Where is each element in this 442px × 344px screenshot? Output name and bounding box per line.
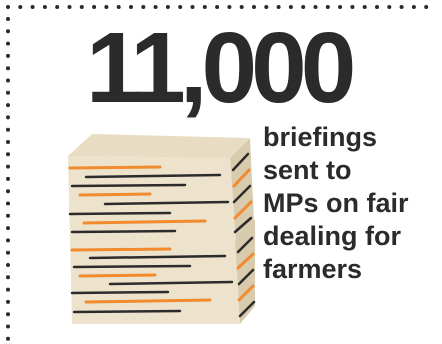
stat-description-line: sent to (263, 155, 352, 185)
stat-description-line: farmers (263, 254, 363, 284)
paper-stack-upper (68, 134, 254, 242)
stat-description-line: briefings (263, 122, 378, 152)
stat-description: briefings sent to MPs on fair dealing fo… (263, 121, 438, 286)
stat-number: 11,000 (86, 12, 356, 124)
stat-description-line: dealing for (263, 221, 402, 251)
stat-description-line: MPs on fair (263, 188, 409, 218)
paper-stack-icon (50, 128, 265, 330)
